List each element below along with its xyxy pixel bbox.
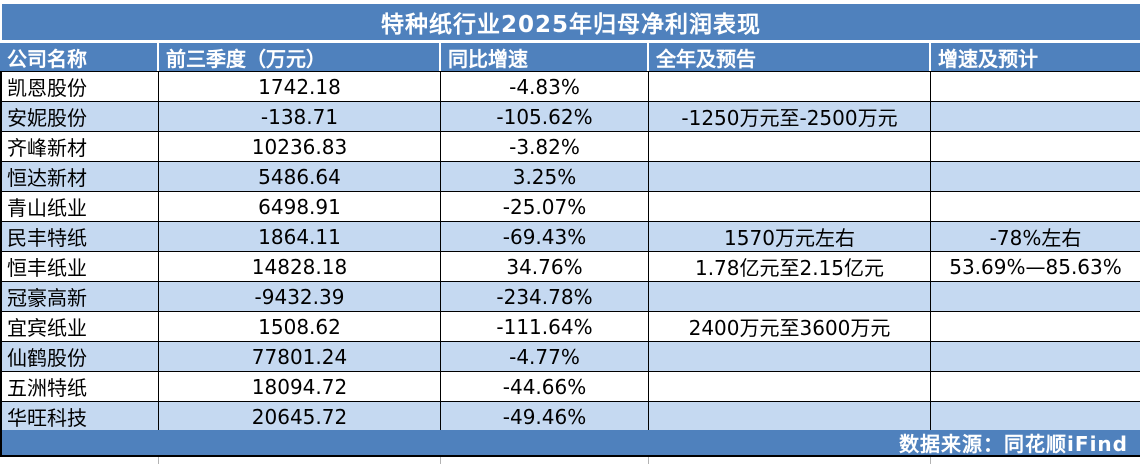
cell-q3-profit: 77801.24	[159, 342, 441, 371]
data-source-bar: 数据来源：同花顺iFind	[0, 430, 1140, 457]
cell-yoy-growth: -234.78%	[441, 282, 649, 311]
cell-yoy-growth: 3.25%	[441, 162, 649, 191]
cell-company: 恒丰纸业	[2, 252, 159, 281]
cell-yoy-growth: -69.43%	[441, 222, 649, 251]
header-company: 公司名称	[0, 43, 159, 71]
header-yoy-growth: 同比增速	[441, 43, 649, 71]
table-body: 凯恩股份 1742.18 -4.83% 安妮股份 -138.71 -105.62…	[0, 72, 1140, 432]
cell-fullyear-forecast	[649, 132, 931, 161]
table-title: 特种纸行业2025年归母净利润表现	[2, 4, 1140, 40]
cell-company: 宜宾纸业	[2, 312, 159, 341]
table-row: 宜宾纸业 1508.62 -111.64% 2400万元至3600万元	[2, 312, 1140, 342]
cell-yoy-growth: -3.82%	[441, 132, 649, 161]
cell-forecast-growth	[931, 402, 1140, 431]
cell-forecast-growth	[931, 192, 1140, 221]
table-row: 青山纸业 6498.91 -25.07%	[2, 192, 1140, 222]
table-header: 公司名称 前三季度（万元） 同比增速 全年及预告 增速及预计	[0, 43, 1140, 72]
next-row-stub	[0, 457, 1140, 464]
cell-forecast-growth	[931, 132, 1140, 161]
cell-yoy-growth: -4.83%	[441, 72, 649, 101]
cell-q3-profit: 20645.72	[159, 402, 441, 431]
data-source-label: 数据来源：同花顺iFind	[899, 432, 1128, 456]
cell-fullyear-forecast	[649, 282, 931, 311]
stub-cell	[159, 457, 441, 464]
cell-company: 青山纸业	[2, 192, 159, 221]
cell-yoy-growth: 34.76%	[441, 252, 649, 281]
table-row: 冠豪高新 -9432.39 -234.78%	[2, 282, 1140, 312]
cell-fullyear-forecast	[649, 192, 931, 221]
cell-fullyear-forecast: 1570万元左右	[649, 222, 931, 251]
cell-company: 冠豪高新	[2, 282, 159, 311]
cell-q3-profit: -138.71	[159, 102, 441, 131]
table-row: 恒丰纸业 14828.18 34.76% 1.78亿元至2.15亿元 53.69…	[2, 252, 1140, 282]
cell-yoy-growth: -111.64%	[441, 312, 649, 341]
cell-q3-profit: -9432.39	[159, 282, 441, 311]
cell-q3-profit: 14828.18	[159, 252, 441, 281]
table-row: 安妮股份 -138.71 -105.62% -1250万元至-2500万元	[2, 102, 1140, 132]
cell-fullyear-forecast: 2400万元至3600万元	[649, 312, 931, 341]
cell-q3-profit: 1508.62	[159, 312, 441, 341]
table-row: 仙鹤股份 77801.24 -4.77%	[2, 342, 1140, 372]
cell-company: 凯恩股份	[2, 72, 159, 101]
cell-forecast-growth	[931, 282, 1140, 311]
cell-fullyear-forecast	[649, 162, 931, 191]
header-q3-profit: 前三季度（万元）	[159, 43, 441, 71]
cell-company: 五洲特纸	[2, 372, 159, 401]
cell-yoy-growth: -49.46%	[441, 402, 649, 431]
table-row: 恒达新材 5486.64 3.25%	[2, 162, 1140, 192]
cell-yoy-growth: -25.07%	[441, 192, 649, 221]
cell-yoy-growth: -44.66%	[441, 372, 649, 401]
table-row: 华旺科技 20645.72 -49.46%	[2, 402, 1140, 432]
cell-forecast-growth	[931, 342, 1140, 371]
cell-fullyear-forecast	[649, 372, 931, 401]
cell-yoy-growth: -4.77%	[441, 342, 649, 371]
stub-cell	[931, 457, 1140, 464]
cell-yoy-growth: -105.62%	[441, 102, 649, 131]
cell-fullyear-forecast: 1.78亿元至2.15亿元	[649, 252, 931, 281]
cell-company: 华旺科技	[2, 402, 159, 431]
cell-forecast-growth	[931, 162, 1140, 191]
cell-forecast-growth: 53.69%—85.63%	[949, 254, 1122, 279]
cell-q3-profit: 18094.72	[159, 372, 441, 401]
header-fullyear-forecast: 全年及预告	[649, 43, 931, 71]
cell-fullyear-forecast: -1250万元至-2500万元	[649, 102, 931, 131]
cell-forecast-growth	[931, 372, 1140, 401]
cell-q3-profit: 1864.11	[159, 222, 441, 251]
cell-fullyear-forecast	[649, 342, 931, 371]
cell-fullyear-forecast	[649, 402, 931, 431]
cell-company: 仙鹤股份	[2, 342, 159, 371]
table-row: 民丰特纸 1864.11 -69.43% 1570万元左右 -78%左右	[2, 222, 1140, 252]
cell-forecast-growth	[931, 312, 1140, 341]
header-forecast-growth: 增速及预计	[938, 46, 1038, 71]
cell-company: 恒达新材	[2, 162, 159, 191]
table-row: 齐峰新材 10236.83 -3.82%	[2, 132, 1140, 162]
cell-forecast-growth	[931, 72, 1140, 101]
cell-company: 安妮股份	[2, 102, 159, 131]
cell-company: 民丰特纸	[2, 222, 159, 251]
stub-cell	[649, 457, 931, 464]
cell-q3-profit: 5486.64	[159, 162, 441, 191]
stub-cell	[441, 457, 649, 464]
cell-company: 齐峰新材	[2, 132, 159, 161]
cell-forecast-growth: -78%左右	[989, 226, 1082, 250]
cell-q3-profit: 10236.83	[159, 132, 441, 161]
cell-forecast-growth	[931, 102, 1140, 131]
table-row: 凯恩股份 1742.18 -4.83%	[2, 72, 1140, 102]
cell-q3-profit: 1742.18	[159, 72, 441, 101]
table-row: 五洲特纸 18094.72 -44.66%	[2, 372, 1140, 402]
cell-fullyear-forecast	[649, 72, 931, 101]
stub-cell	[0, 457, 159, 464]
cell-q3-profit: 6498.91	[159, 192, 441, 221]
